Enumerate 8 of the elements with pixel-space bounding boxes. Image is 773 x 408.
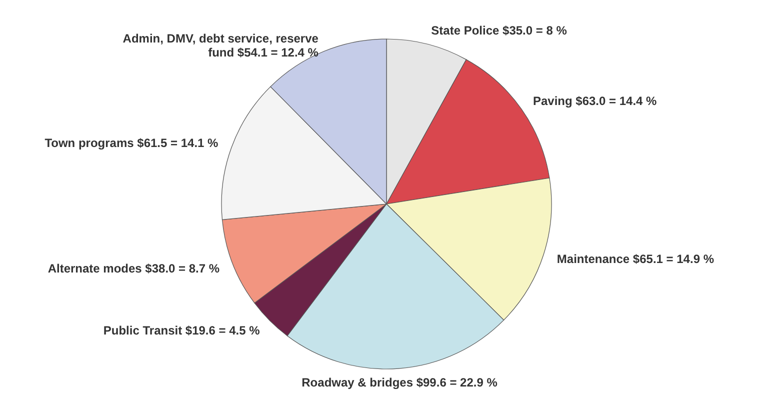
slice-label: Public Transit $19.6 = 4.5 % [103,323,260,338]
slice-label: Alternate modes $38.0 = 8.7 % [48,262,220,276]
slice-label: Admin, DMV, debt service, reserve fund $54.1 = 12.4 % [122,31,319,60]
slice-label: Town programs $61.5 = 14.1 % [44,136,219,150]
slice-label: Maintenance $65.1 = 14.9 % [556,252,714,266]
slice-label: Roadway & bridges $99.6 = 22.9 % [302,376,498,390]
slice-label: Paving $63.0 = 14.4 % [532,94,658,108]
slice-label: State Police $35.0 = 8 % [431,24,568,38]
